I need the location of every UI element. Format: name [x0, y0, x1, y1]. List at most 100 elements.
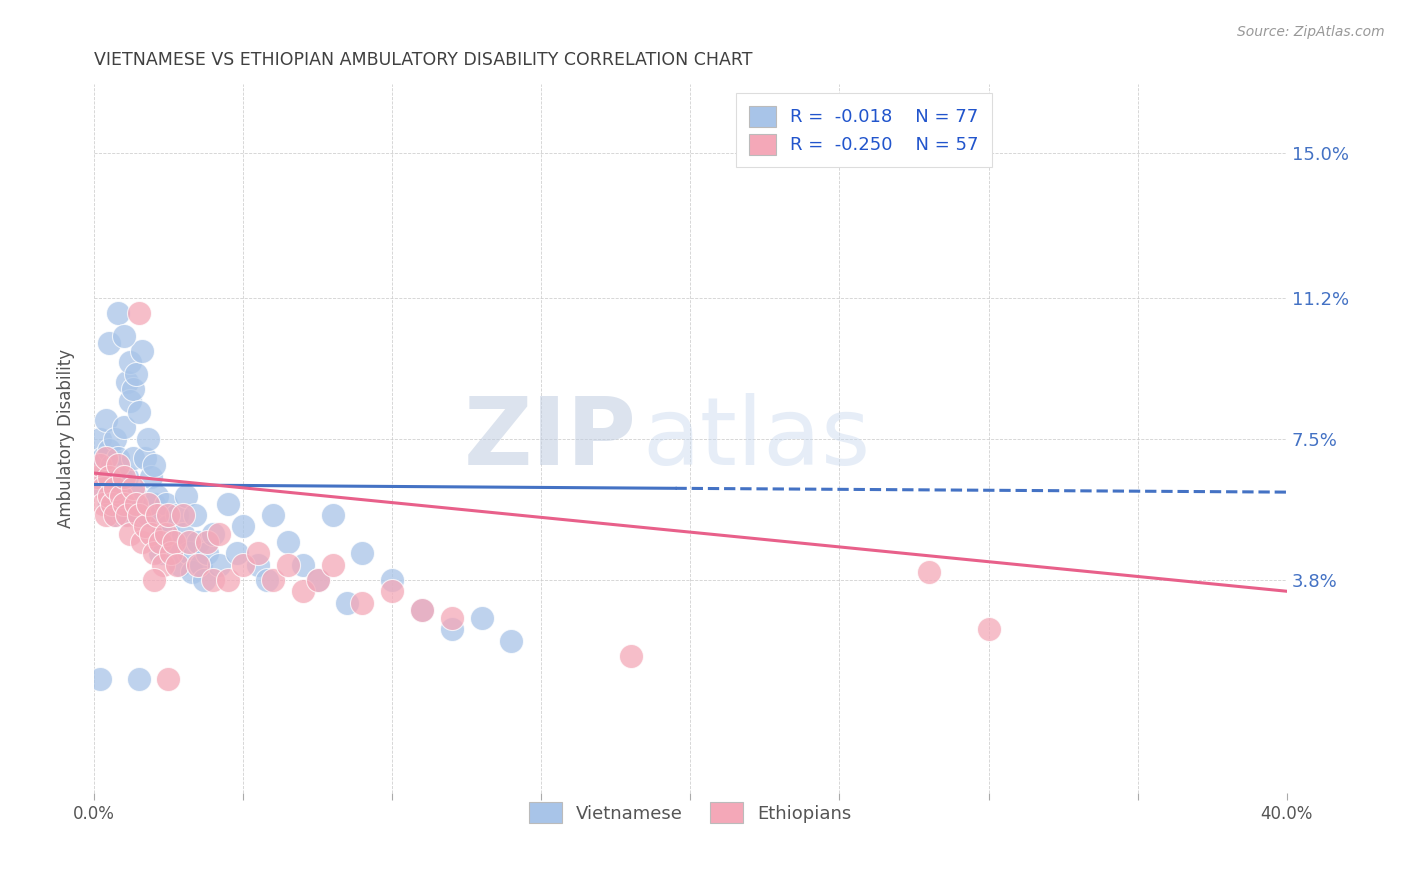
Point [89, 458, 111, 473]
Point [142, 497, 165, 511]
Point [157, 508, 180, 522]
Point [125, 497, 148, 511]
Point [136, 497, 159, 511]
Point [277, 534, 299, 549]
Point [128, 508, 150, 522]
Point [91, 450, 114, 465]
Point [157, 519, 180, 533]
Point [125, 489, 148, 503]
Point [411, 603, 433, 617]
Point [321, 558, 343, 572]
Point [101, 458, 124, 473]
Point [179, 534, 201, 549]
Point [291, 558, 314, 572]
Point [118, 355, 141, 369]
Point [217, 573, 239, 587]
Text: ZIP: ZIP [464, 392, 637, 484]
Point [440, 611, 463, 625]
Point [118, 527, 141, 541]
Point [193, 573, 215, 587]
Point [97, 443, 120, 458]
Point [179, 546, 201, 560]
Point [142, 458, 165, 473]
Point [104, 481, 127, 495]
Point [89, 672, 111, 686]
Point [89, 432, 111, 446]
Point [131, 344, 153, 359]
Point [152, 558, 174, 572]
Point [115, 508, 138, 522]
Point [321, 508, 343, 522]
Point [195, 534, 218, 549]
Point [112, 497, 135, 511]
Text: VIETNAMESE VS ETHIOPIAN AMBULATORY DISABILITY CORRELATION CHART: VIETNAMESE VS ETHIOPIAN AMBULATORY DISAB… [94, 51, 752, 69]
Point [307, 573, 329, 587]
Point [142, 573, 165, 587]
Point [411, 603, 433, 617]
Text: atlas: atlas [643, 392, 870, 484]
Point [195, 546, 218, 560]
Point [202, 527, 225, 541]
Point [107, 306, 129, 320]
Point [134, 519, 156, 533]
Point [107, 481, 129, 495]
Point [208, 558, 231, 572]
Point [125, 367, 148, 381]
Point [152, 527, 174, 541]
Point [217, 497, 239, 511]
Point [169, 558, 191, 572]
Point [187, 534, 209, 549]
Point [128, 508, 150, 522]
Point [232, 558, 254, 572]
Point [336, 596, 359, 610]
Point [97, 336, 120, 351]
Point [136, 432, 159, 446]
Point [381, 584, 404, 599]
Point [620, 649, 643, 664]
Point [262, 573, 284, 587]
Point [142, 546, 165, 560]
Point [131, 534, 153, 549]
Y-axis label: Ambulatory Disability: Ambulatory Disability [58, 349, 75, 528]
Point [86, 458, 108, 473]
Point [307, 573, 329, 587]
Point [110, 470, 132, 484]
Point [112, 470, 135, 484]
Point [97, 489, 120, 503]
Point [181, 565, 204, 579]
Point [246, 558, 269, 572]
Point [262, 508, 284, 522]
Point [128, 672, 150, 686]
Point [277, 558, 299, 572]
Point [202, 573, 225, 587]
Point [128, 405, 150, 419]
Point [291, 584, 314, 599]
Point [91, 497, 114, 511]
Point [163, 546, 186, 560]
Point [121, 450, 143, 465]
Point [381, 573, 404, 587]
Point [166, 508, 188, 522]
Point [110, 497, 132, 511]
Point [155, 527, 177, 541]
Point [187, 558, 209, 572]
Point [148, 534, 170, 549]
Point [172, 527, 194, 541]
Point [115, 375, 138, 389]
Point [121, 382, 143, 396]
Point [160, 534, 183, 549]
Point [918, 565, 941, 579]
Point [157, 672, 180, 686]
Point [977, 623, 1000, 637]
Point [440, 623, 463, 637]
Point [226, 546, 249, 560]
Point [163, 534, 186, 549]
Point [256, 573, 278, 587]
Point [208, 527, 231, 541]
Point [97, 497, 120, 511]
Point [112, 508, 135, 522]
Point [148, 508, 170, 522]
Point [134, 450, 156, 465]
Point [101, 497, 124, 511]
Point [136, 508, 159, 522]
